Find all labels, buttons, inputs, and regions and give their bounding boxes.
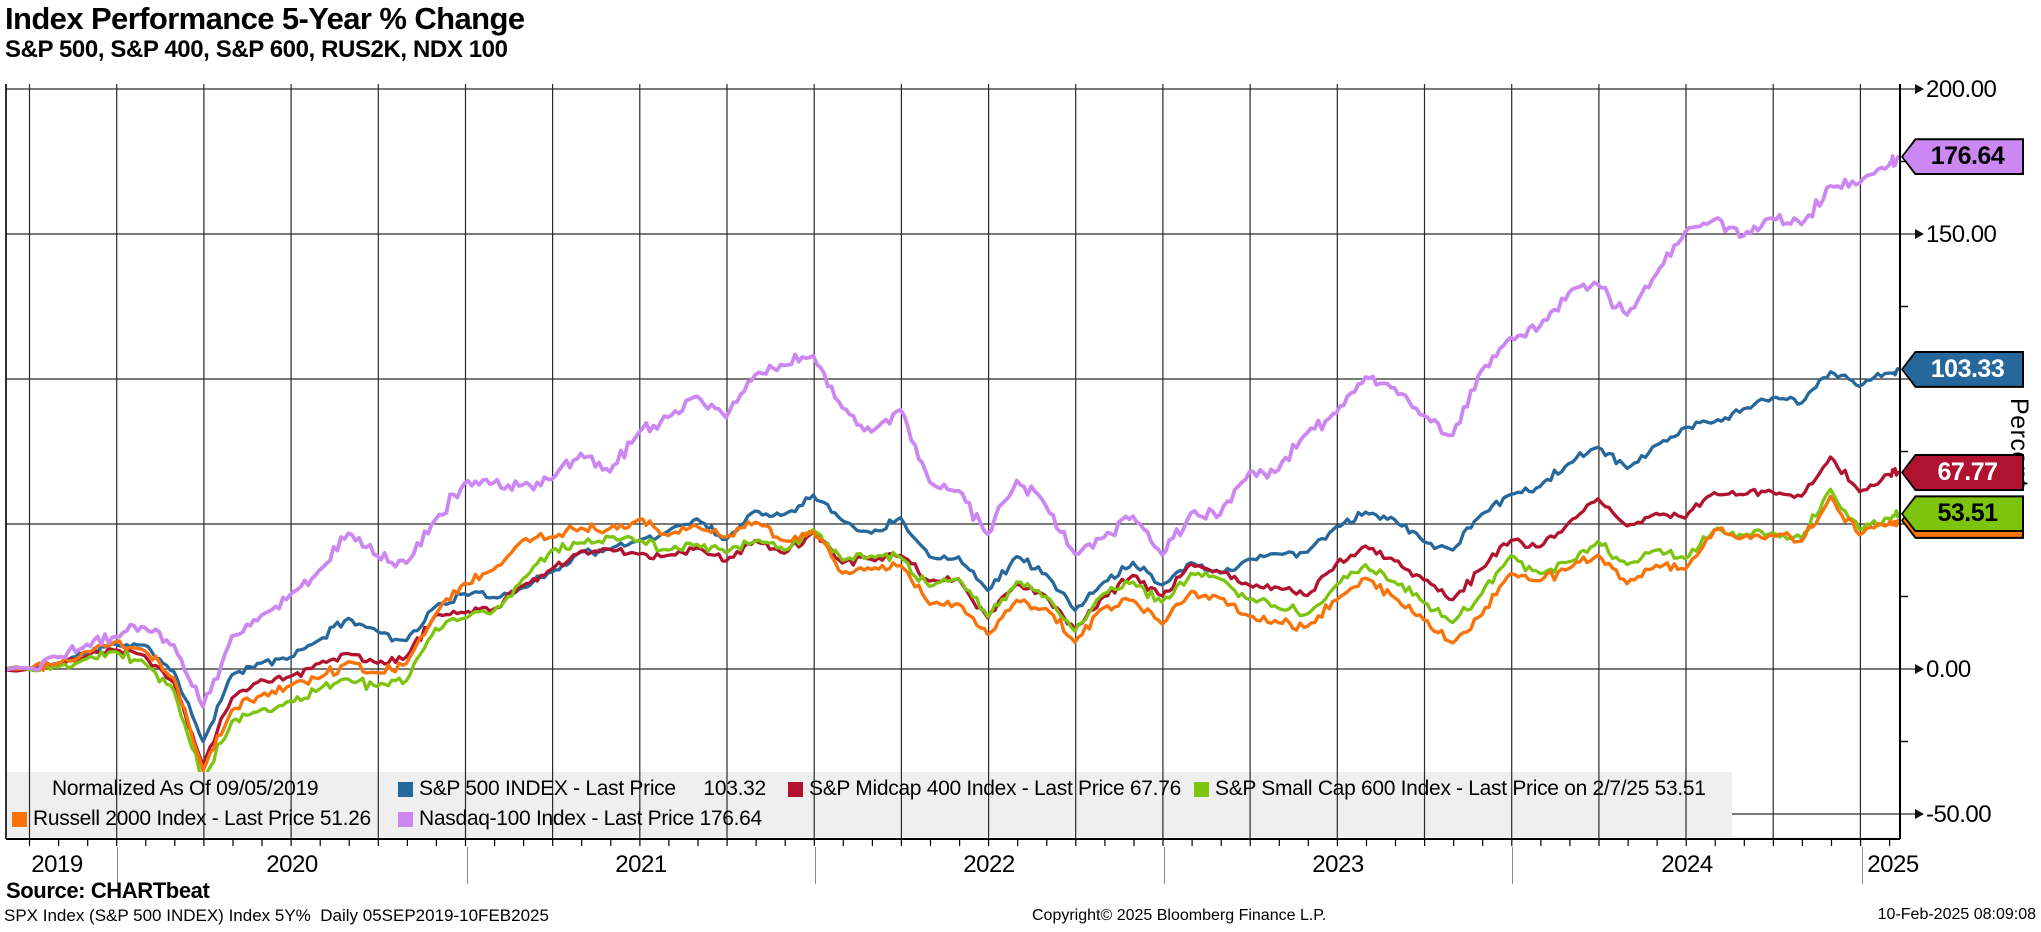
series-line-mid [5,455,1901,767]
y-axis-tick-label: -50.00 [1926,801,1992,828]
legend-label: S&P Small Cap 600 Index - Last Price on … [1215,777,1706,800]
legend-item-ndx: Nasdaq-100 Index - Last Price 176.64 [398,805,762,833]
copyright-label: Copyright© 2025 Bloomberg Finance L.P. [1032,907,1327,924]
series-line-spx [5,367,1901,744]
legend-swatch-mid [788,781,803,797]
legend-normalized-note: Normalized As Of 09/05/2019 [52,775,319,803]
legend-label: Russell 2000 Index - Last Price 51.26 [33,807,371,830]
legend-label: S&P Midcap 400 Index - Last Price 67.76 [809,777,1181,800]
x-axis-year-label: 2020 [266,851,318,878]
x-axis-year-label: 2025 [1867,851,1919,878]
price-tag-value: 53.51 [1903,497,2022,531]
legend-label: S&P 500 INDEX - Last Price 103.32 [419,777,766,800]
price-tag-value: 103.33 [1903,352,2022,386]
legend-swatch-sml [1194,781,1209,797]
price-tag-value: 67.77 [1903,455,2022,489]
legend-swatch-ndx [398,811,413,827]
legend-swatch-spx [398,781,413,797]
year-divider [1164,847,1165,884]
y-axis-tick-label: 150.00 [1926,221,1997,248]
x-axis-year-label: 2023 [1312,851,1364,878]
legend-swatch-rut [12,811,27,827]
series-line-ndx [5,154,1901,709]
legend-item-rut: Russell 2000 Index - Last Price 51.26 [12,805,371,833]
year-divider [815,847,816,884]
x-axis-year-label: 2021 [615,851,667,878]
legend-item-sml: S&P Small Cap 600 Index - Last Price on … [1194,775,1706,803]
page-title: Index Performance 5-Year % Change [5,1,525,36]
x-axis-year-label: 2022 [963,851,1015,878]
timestamp-label: 10-Feb-2025 08:09:08 [1877,906,2036,923]
price-tag-sml: 53.51 [1901,495,2024,533]
source-label: Source: CHARTbeat [6,878,210,903]
price-tag-mid: 67.77 [1901,453,2024,491]
year-divider [117,847,118,884]
year-divider [1512,847,1513,884]
legend-label: Normalized As Of 09/05/2019 [52,777,319,800]
x-axis-year-label: 2019 [31,851,83,878]
year-divider [1862,847,1863,884]
page-subtitle: S&P 500, S&P 400, S&P 600, RUS2K, NDX 10… [5,36,508,63]
x-axis-year-label: 2024 [1661,851,1713,878]
price-tag-value: 176.64 [1903,140,2022,174]
y-axis-tick-label: 200.00 [1926,76,1997,103]
y-axis-tick-label: 0.00 [1926,656,1971,683]
series-line-rut [5,494,1901,773]
series-line-sml [5,487,1901,781]
price-tag-spx: 103.33 [1901,350,2024,388]
legend-item-mid: S&P Midcap 400 Index - Last Price 67.76 [788,775,1181,803]
chart-meta-label: SPX Index (S&P 500 INDEX) Index 5Y% Dail… [4,906,549,925]
legend-label: Nasdaq-100 Index - Last Price 176.64 [419,807,762,830]
year-divider [467,847,468,884]
legend-item-spx: S&P 500 INDEX - Last Price 103.32 [398,775,766,803]
price-tag-ndx: 176.64 [1901,138,2024,176]
